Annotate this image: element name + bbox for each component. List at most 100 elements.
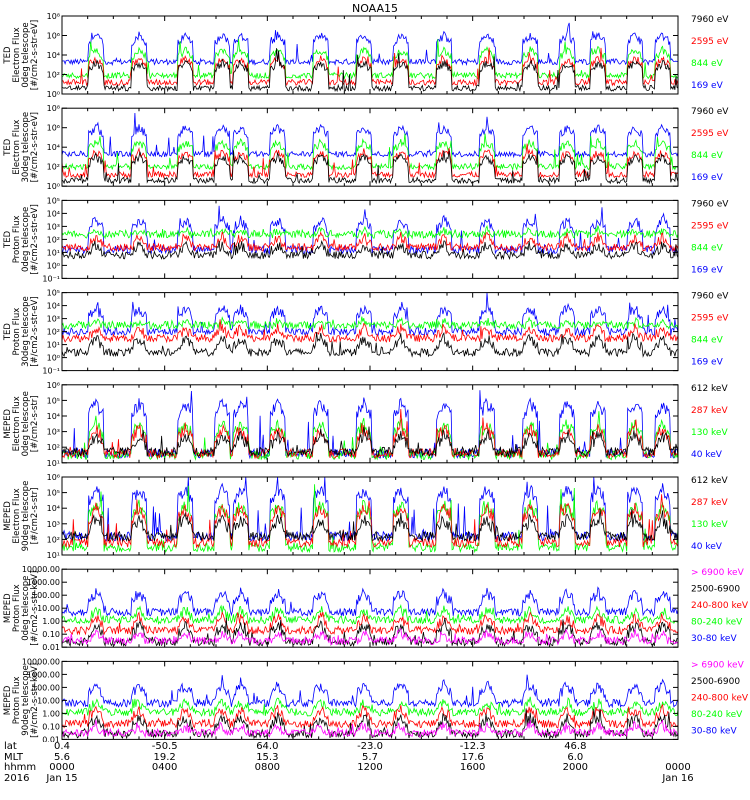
series-line-7960-ev	[61, 48, 679, 93]
ytick-label: 0.01	[42, 735, 60, 742]
series-line-240-800-kev	[61, 611, 679, 636]
footer-value-mlt: 17.6	[461, 751, 484, 763]
y-axis-label: Proton Flux	[12, 677, 22, 725]
series-line-30-80-kev	[61, 674, 679, 709]
ytick-label: 10.00	[37, 604, 60, 613]
legend-entry: > 6900 keV	[691, 660, 745, 670]
ytick-label: 1000.00	[27, 578, 60, 587]
ytick-label: 0.10	[42, 722, 60, 731]
y-axis-label: Proton Flux	[12, 584, 22, 632]
ytick-label: 1000.00	[27, 670, 60, 679]
ytick-label: 1.00	[42, 709, 60, 718]
panel-4: 10⁻¹ 10⁰ 10¹ 10² 10³ 10⁴ 10⁵ TED Proton Flux 30de…	[3, 289, 729, 376]
series-line-2595-ev	[61, 231, 679, 253]
footer-value-mlt: 5.6	[54, 751, 70, 763]
ytick-label: 10⁸	[47, 104, 60, 113]
legend-entry: 7960 eV	[691, 15, 729, 25]
legend-entry: 2595 eV	[691, 37, 729, 47]
ytick-label: 10²	[47, 535, 60, 544]
ytick-label: 10⁶	[47, 32, 60, 41]
legend-entry: 2500-6900	[691, 585, 740, 595]
ytick-label: 10⁻¹	[42, 367, 60, 376]
series-line-612-kev	[61, 508, 679, 543]
legend-entry: 130 keV	[691, 520, 728, 530]
ytick-label: 10⁰	[47, 182, 60, 191]
y-axis-label: TED	[3, 323, 13, 342]
legend-entry: 2595 eV	[691, 314, 729, 324]
series-line-7960-ev	[61, 332, 679, 358]
ytick-label: 10²	[47, 235, 60, 244]
footer-value-hhmm: 0400	[151, 762, 178, 773]
legend-entry: 2595 eV	[691, 221, 729, 231]
y-axis-label: [#/cm2-s-str]	[30, 488, 40, 545]
series-line--6900-kev	[61, 719, 679, 738]
ytick-label: 10.00	[37, 696, 60, 705]
legend-entry: 30-80 keV	[691, 726, 737, 736]
legend-entry: 169 eV	[691, 358, 724, 368]
footer-value-lat: 46.8	[564, 741, 587, 752]
legend-entry: 30-80 keV	[691, 634, 737, 644]
ytick-label: 10⁴	[47, 51, 60, 60]
ytick-label: 10⁴	[47, 209, 60, 218]
footer-row-label: hhmm	[4, 762, 37, 773]
series-line-169-ev	[61, 292, 679, 337]
footer-value-lat: -12.3	[459, 741, 486, 752]
series-line-240-800-kev	[61, 703, 679, 729]
y-axis-label: 90deg telescope	[21, 481, 31, 552]
series-line-844-ev	[61, 133, 679, 172]
chart-title: NOAA15	[351, 2, 399, 15]
legend-entry: 287 keV	[691, 498, 728, 508]
series-line-2595-ev	[61, 143, 679, 179]
legend-entry: 612 keV	[691, 384, 728, 394]
legend-entry: 80-240 keV	[691, 710, 743, 720]
footer-value-hhmm: 0800	[254, 762, 281, 773]
footer-value-hhmm: 1200	[357, 762, 383, 773]
ytick-label: 10²	[47, 443, 60, 452]
panel-1: 10⁰ 10² 10⁴ 10⁶ 10⁸ TED Electron Flux 0deg tele…	[3, 12, 729, 99]
y-axis-label: 90deg telescope	[21, 665, 31, 736]
y-axis-label: 0deg telescope	[21, 576, 31, 641]
legend-entry: 130 keV	[691, 428, 728, 438]
ytick-label: 1.00	[42, 617, 60, 626]
footer-value-mlt: 19.2	[153, 751, 176, 763]
y-axis-label: MEPED	[3, 501, 13, 531]
ytick-label: 10000.00	[22, 657, 60, 666]
ytick-label: 10⁵	[47, 289, 60, 298]
ytick-label: 100.00	[32, 683, 60, 692]
legend-entry: 2500-6900	[691, 677, 740, 687]
series-line-844-ev	[61, 225, 679, 240]
y-axis-label: [#/cm2-s-str-eV]	[30, 296, 40, 366]
series-line-2595-ev	[61, 319, 679, 344]
footer-value-hhmm: 0000	[665, 762, 691, 773]
legend-entry: 844 eV	[691, 59, 724, 69]
series-line-169-ev	[61, 205, 679, 256]
footer-value-hhmm: 1600	[459, 762, 486, 773]
series-line-80-240-kev	[61, 696, 679, 718]
footer-value-hhmm: 2000	[562, 762, 589, 773]
legend-entry: 40 keV	[691, 542, 723, 552]
footer-value-lat: -50.5	[151, 741, 178, 752]
legend-entry: 7960 eV	[691, 199, 729, 209]
ytick-label: 10¹	[47, 551, 60, 560]
ytick-label: 10⁰	[47, 90, 60, 99]
footer-value-date: Jan 15	[46, 772, 78, 784]
panel-6: 10¹ 10² 10³ 10⁴ 10⁵ 10⁶ MEPED Electron Flux 90de…	[3, 473, 728, 560]
ytick-label: 10⁴	[47, 412, 60, 421]
footer-value-mlt: 5.7	[362, 751, 378, 763]
ytick-label: 10⁵	[47, 396, 60, 405]
y-axis-label: [#/cm2-s-str-keV]	[30, 663, 40, 738]
y-axis-label: 0deg telescope	[21, 391, 31, 456]
footer-value-lat: 64.0	[256, 741, 279, 752]
footer-row-label: 2016	[4, 772, 30, 784]
y-axis-label: Electron Flux	[12, 396, 22, 451]
ytick-label: 10³	[47, 428, 60, 437]
y-axis-label: TED	[3, 46, 13, 65]
legend-entry: 2595 eV	[691, 129, 729, 139]
ytick-label: 10⁰	[47, 261, 60, 270]
ytick-label: 10⁻¹	[42, 274, 60, 283]
ytick-label: 10⁴	[47, 504, 60, 513]
series-line-40-kev	[61, 390, 679, 460]
ytick-label: 10¹	[47, 248, 60, 257]
y-axis-label: MEPED	[3, 593, 13, 623]
series-line-7960-ev	[61, 150, 679, 185]
